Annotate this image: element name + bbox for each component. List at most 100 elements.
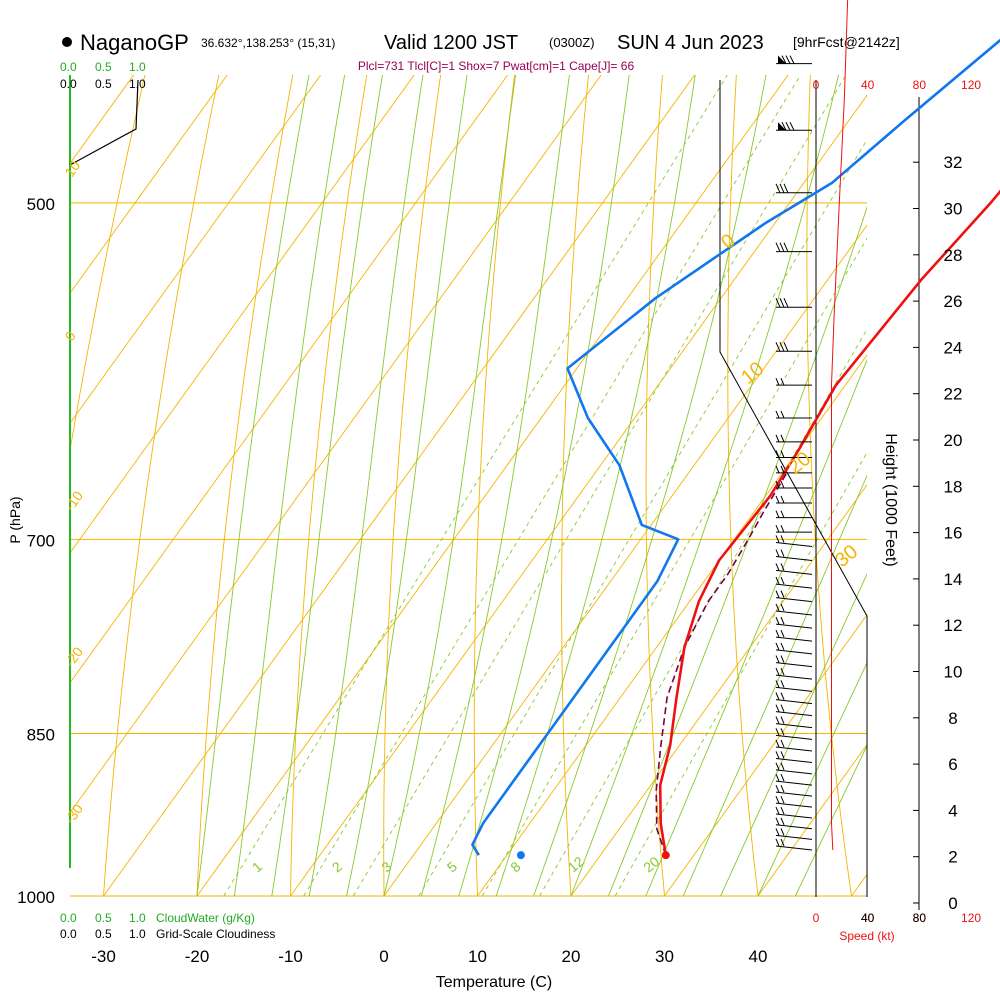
wind-barb <box>775 183 812 194</box>
speed-tick-bottom: 40 <box>861 911 875 925</box>
height-tick-label: 8 <box>948 709 957 728</box>
wind-barb <box>775 576 813 589</box>
wind-barb <box>775 629 813 642</box>
isotherm-line <box>196 75 789 897</box>
moist-adiabat-line <box>233 75 346 897</box>
wind-barb <box>775 728 813 740</box>
wind-barb <box>775 603 813 616</box>
moist-adiabat-line <box>645 358 867 897</box>
height-axis-title: Height (1000 Feet) <box>882 433 899 566</box>
cloudwater-tick-top-2: 1.0 <box>129 60 146 74</box>
profiles <box>471 0 1000 860</box>
height-tick-label: 0 <box>948 894 957 913</box>
moist-adiabat-line <box>682 474 867 897</box>
cloudiness-tick-bottom-1: 0.5 <box>95 927 112 941</box>
wind-barb <box>775 510 812 519</box>
wind-barb <box>775 655 813 668</box>
moist-adiabat-line <box>607 205 867 897</box>
temperature-line <box>658 189 1000 856</box>
mixing-ratio-line <box>223 75 728 897</box>
height-tick-label: 12 <box>944 616 963 635</box>
wind-barb <box>775 590 813 603</box>
wind-barb <box>775 762 813 775</box>
speed-axis-title: Speed (kt) <box>839 929 894 943</box>
cloudiness-tick-top-0: 0.0 <box>60 77 77 91</box>
wind-barb <box>775 535 813 547</box>
dry-adiabat-line <box>103 75 220 897</box>
height-tick-label: 32 <box>944 153 963 172</box>
temperature-tick-label: -30 <box>91 947 116 966</box>
pressure-tick-label: 500 <box>27 195 55 214</box>
wind-barb <box>775 795 813 808</box>
height-tick-label: 18 <box>944 477 963 496</box>
x-axis-title: Temperature (C) <box>436 974 552 991</box>
wind-barb <box>775 784 813 797</box>
mixing-ratio-line <box>418 138 867 897</box>
wind-barb <box>775 642 813 655</box>
dry-adiabat-line <box>561 75 590 897</box>
cloudwater-tick-bottom-2: 1.0 <box>129 911 146 925</box>
cloudwater-tick-bottom-0: 0.0 <box>60 911 77 925</box>
isotherm-line <box>664 613 867 897</box>
moist-adiabat-line <box>794 744 867 897</box>
moist-adiabat-line <box>196 75 310 897</box>
speed-tick-top: 40 <box>861 78 875 92</box>
wind-barb <box>775 680 813 692</box>
moist-adiabat-line <box>308 75 424 897</box>
moist-adiabat-line <box>533 75 767 897</box>
wind-barb <box>775 704 813 717</box>
cloudiness-label: Grid-Scale Cloudiness <box>156 927 275 941</box>
isotherm-line <box>70 75 415 554</box>
wind-barb <box>775 242 812 253</box>
wind-barb <box>776 122 812 131</box>
isotherm-line <box>70 75 322 424</box>
isotherm-line <box>290 94 867 897</box>
height-tick-label: 26 <box>944 292 963 311</box>
cloudiness-tick-bottom-0: 0.0 <box>60 927 77 941</box>
cloudiness-trace <box>69 79 139 166</box>
wind-barb <box>776 55 812 65</box>
isotherm-line <box>70 75 602 814</box>
speed-tick-bottom-dark: 80 <box>913 911 927 925</box>
isotherm-line <box>383 224 867 897</box>
dry-adiabat-line <box>473 75 516 897</box>
moist-adiabat-line <box>757 661 867 897</box>
height-tick-label: 14 <box>944 570 963 589</box>
height-tick-label: 20 <box>944 431 963 450</box>
cloudwater-tick-bottom-1: 0.5 <box>95 911 112 925</box>
background-lines <box>70 75 867 897</box>
wind-barb <box>775 716 813 729</box>
moist-adiabat-line <box>271 75 383 897</box>
cloudiness-tick-top-1: 0.5 <box>95 77 112 91</box>
height-tick-label: 16 <box>944 524 963 543</box>
wind-barb <box>775 806 813 819</box>
dry-adiabat-line <box>806 75 852 897</box>
mixing-ratio-line <box>481 237 867 897</box>
isotherm-line <box>477 354 867 897</box>
wind-speed-line <box>831 0 849 851</box>
height-tick-label: 2 <box>948 848 957 867</box>
mixing-ratio-line <box>352 75 847 897</box>
cloudwater-tick-top-1: 0.5 <box>95 60 112 74</box>
height-tick-label: 28 <box>944 246 963 265</box>
wind-barb <box>775 377 812 386</box>
terrain-boundary <box>719 80 868 897</box>
wind-barb <box>775 549 813 562</box>
temperature-tick-label: 20 <box>562 947 581 966</box>
wind-barb <box>775 450 812 458</box>
temperature-tick-label: 10 <box>468 947 487 966</box>
wind-barb <box>775 817 813 830</box>
isotherm-line <box>70 75 228 294</box>
pressure-tick-label: 700 <box>27 531 55 550</box>
wind-barb <box>775 692 813 705</box>
valid-time: Valid 1200 JST <box>384 32 518 54</box>
wind-barbs <box>775 55 813 851</box>
moist-adiabat-line <box>383 75 517 897</box>
dry-adiabat-line <box>383 75 442 897</box>
dewpoint-line <box>471 38 1000 856</box>
dry-adiabat-line <box>196 75 294 897</box>
wind-barb <box>775 298 812 308</box>
moist-adiabat-line <box>570 75 839 897</box>
dry-adiabat-line <box>645 75 665 897</box>
